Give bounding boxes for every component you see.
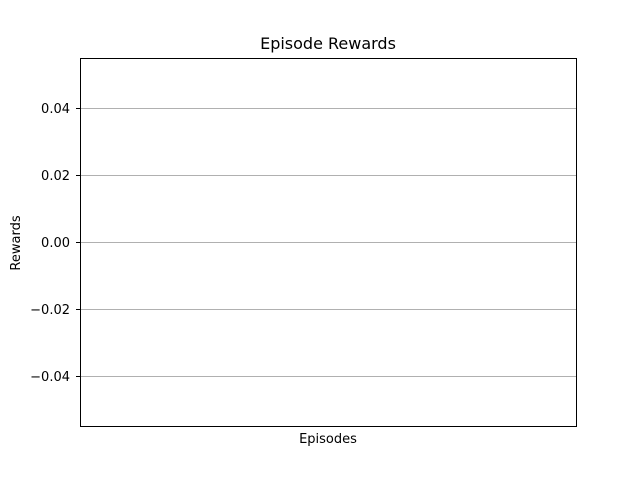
y-tick-label: −0.02 (30, 303, 70, 318)
x-axis-label: Episodes (299, 432, 357, 447)
y-tick-label: −0.04 (30, 370, 70, 385)
chart-title: Episode Rewards (260, 34, 396, 53)
grid-lines (80, 108, 576, 377)
y-tick-label: 0.04 (41, 102, 70, 117)
y-axis-label: Rewards (9, 215, 24, 270)
y-tick-label: 0.00 (41, 236, 70, 251)
plot-area-frame (80, 58, 577, 427)
y-tick-label: 0.02 (41, 169, 70, 184)
y-axis-ticks: 0.04 0.02 0.00 −0.02 −0.04 (30, 102, 80, 385)
